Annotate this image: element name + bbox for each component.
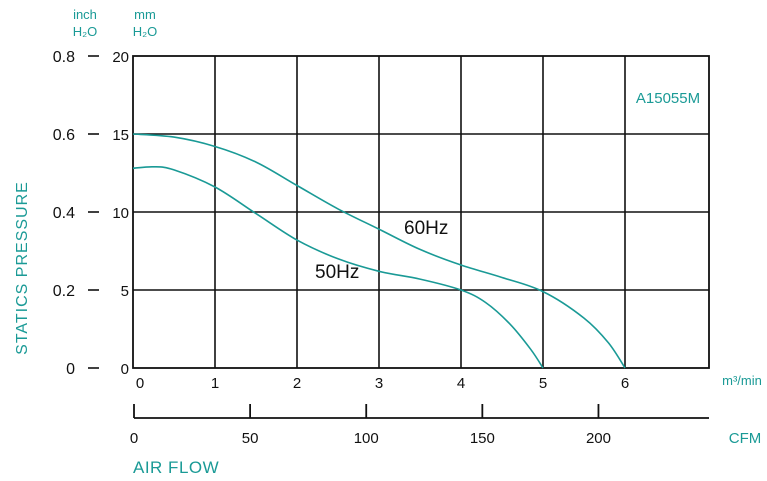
cfm-axis: 0 50 100 150 200 [130, 404, 709, 447]
y-tick-label-inch: 0.8 [53, 49, 75, 66]
series-label-50hz: 50Hz [315, 262, 359, 283]
y-tick-label-mm: 10 [112, 205, 129, 222]
y-tick-label-inch: 0.2 [53, 283, 75, 300]
x-tick-label: 4 [457, 375, 465, 392]
plot-frame [132, 55, 710, 369]
x-tick-label: 3 [375, 375, 383, 392]
curves [132, 133, 626, 369]
x-tick-label: 1 [211, 375, 219, 392]
y-ticks-mm: 0 5 10 15 20 [112, 49, 129, 378]
inch-unit-line2: H₂O [73, 24, 98, 39]
cfm-tick-label: 0 [130, 430, 138, 447]
y-ticks-inch: 0 0.2 0.4 0.6 0.8 [53, 49, 99, 378]
y-tick-label-mm: 0 [121, 361, 129, 378]
y-tick-label-inch: 0.4 [53, 205, 75, 222]
x-tick-label: 6 [621, 375, 629, 392]
y-tick-label-inch: 0.6 [53, 127, 75, 144]
x-tick-label: 0 [136, 375, 144, 392]
y-tick-label-inch: 0 [66, 361, 75, 378]
y-tick-label-mm: 20 [112, 49, 129, 66]
cfm-tick-label: 200 [586, 430, 611, 447]
series-label-60hz: 60Hz [404, 218, 448, 239]
mm-unit-line1: mm [134, 7, 156, 22]
model-label: A15055M [636, 90, 700, 107]
cfm-tick-label: 150 [470, 430, 495, 447]
x-tick-label: 5 [539, 375, 547, 392]
y-axis-title: STATICS PRESSURE [14, 181, 31, 355]
x-tick-label: 2 [293, 375, 301, 392]
y-tick-label-mm: 15 [112, 127, 129, 144]
grid-lines [133, 56, 709, 368]
curve-60hz [132, 133, 626, 369]
cfm-tick-label: 100 [354, 430, 379, 447]
x-ticks: 0 1 2 3 4 5 6 [136, 375, 629, 392]
cfm-tick-label: 50 [242, 430, 259, 447]
mm-unit-line2: H₂O [133, 24, 158, 39]
curve-50hz [132, 165, 544, 369]
inch-unit-line1: inch [73, 7, 97, 22]
m3min-unit: m³/min [722, 373, 762, 388]
x-axis-title: AIR FLOW [133, 458, 219, 477]
y-tick-label-mm: 5 [121, 283, 129, 300]
cfm-unit: CFM [729, 430, 762, 447]
